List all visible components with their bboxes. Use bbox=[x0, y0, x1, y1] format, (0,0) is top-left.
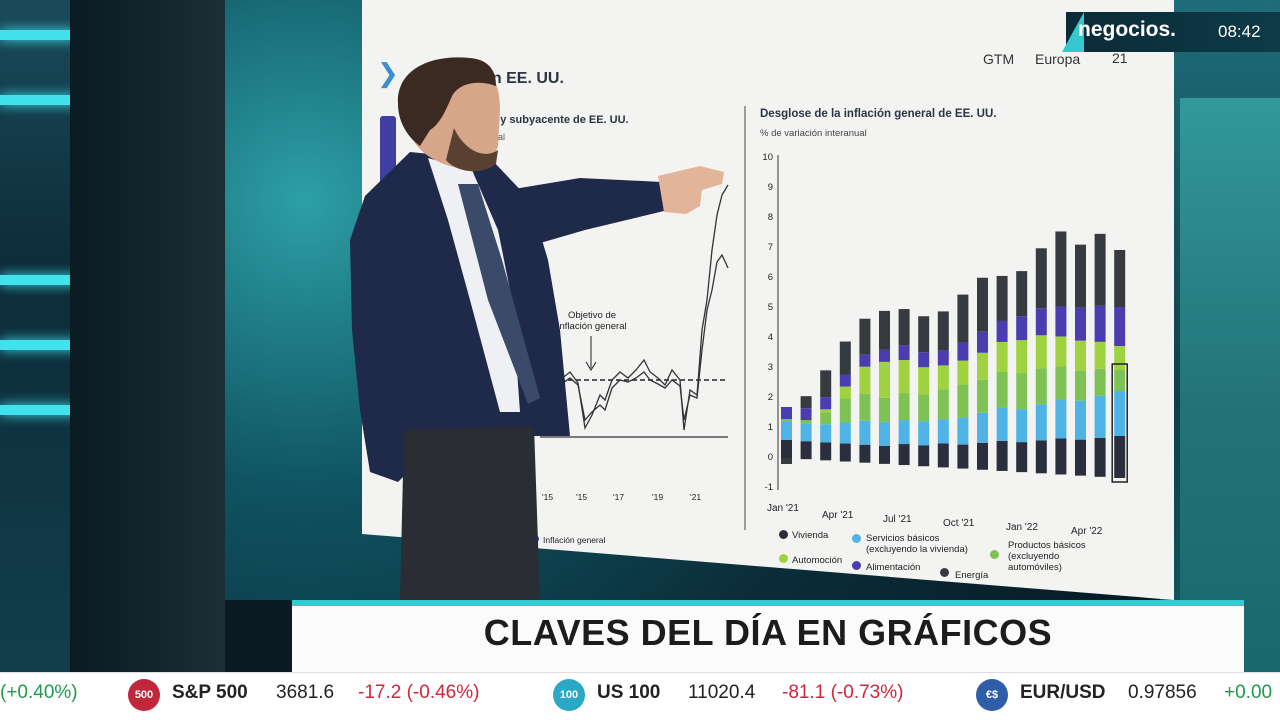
chart-title: Desglose de la inflación general de EE. … bbox=[760, 108, 997, 120]
us100-badge-icon: 100 bbox=[553, 679, 585, 711]
legend-productos-basicos: Productos básicos (excluyendo automóvile… bbox=[1008, 540, 1086, 573]
sp500-badge-icon: 500 bbox=[128, 679, 160, 711]
neon-light bbox=[0, 340, 80, 350]
legend-automocion: Automoción bbox=[792, 555, 843, 566]
legend-swatch-energia bbox=[940, 568, 949, 577]
y-tick: 1 bbox=[767, 422, 773, 433]
y-tick: 0 bbox=[767, 452, 773, 463]
left-chart-subtitle: al y subyacente de EE. UU. bbox=[488, 114, 629, 126]
y-tick: 9 bbox=[767, 182, 773, 193]
neon-light bbox=[0, 30, 80, 40]
legend-inflacion-general: Inflación general bbox=[543, 535, 606, 545]
clock: 08:42 bbox=[1218, 22, 1261, 41]
legend-servicios-basicos: Servicios básicos (excluyendo la viviend… bbox=[866, 533, 968, 555]
ticker-label: EUR/USD bbox=[1020, 682, 1106, 703]
x-tick: Jul '21 bbox=[883, 514, 912, 525]
left-x-tick: '21 bbox=[690, 492, 702, 502]
legend-swatch-vivienda bbox=[779, 530, 788, 539]
slide-nav-europa: Europa bbox=[1035, 51, 1081, 67]
y-tick: -1 bbox=[764, 482, 773, 493]
left-x-tick: '19 bbox=[652, 492, 664, 502]
ticker-change: (+0.40%) bbox=[0, 682, 78, 703]
legend-swatch-alimentacion bbox=[852, 561, 861, 570]
legend-vivienda: Vivienda bbox=[792, 530, 829, 541]
y-tick: 2 bbox=[767, 392, 773, 403]
market-ticker bbox=[0, 672, 1280, 720]
studio-right-panel bbox=[1180, 98, 1280, 672]
legend-swatch-servicios bbox=[852, 534, 861, 543]
neon-light bbox=[0, 95, 80, 105]
eurusd-flag-icon: €$ bbox=[976, 679, 1008, 711]
y-tick: 4 bbox=[767, 332, 773, 343]
ticker-value: 11020.4 bbox=[688, 682, 756, 703]
slide-page-number: 21 bbox=[1112, 50, 1128, 66]
chart-ylabel: % de variación interanual bbox=[760, 128, 867, 139]
ticker-change: -17.2 (-0.46%) bbox=[358, 682, 480, 703]
left-x-tick: '15 bbox=[576, 492, 588, 502]
legend-swatch-productos bbox=[990, 550, 999, 559]
y-tick: 8 bbox=[767, 212, 773, 223]
slide-side-tab bbox=[380, 116, 396, 190]
legend-swatch-automocion bbox=[779, 554, 788, 563]
channel-logo: negocios. bbox=[1078, 18, 1177, 41]
left-chart-subtitle-2: nual bbox=[488, 132, 506, 142]
y-tick: 7 bbox=[767, 242, 773, 253]
ticker-change: -81.1 (-0.73%) bbox=[782, 682, 904, 703]
y-tick: 10 bbox=[762, 152, 773, 163]
ticker-value: 3681.6 bbox=[276, 682, 335, 703]
legend-alimentacion: Alimentación bbox=[866, 562, 921, 573]
studio-pillar bbox=[70, 0, 225, 672]
y-tick: 6 bbox=[767, 272, 773, 283]
left-x-tick: '15 bbox=[542, 492, 554, 502]
x-tick: Jan '21 bbox=[767, 503, 799, 514]
chevron-right-icon: ❯ bbox=[377, 58, 399, 88]
x-tick: Jan '22 bbox=[1006, 522, 1038, 533]
neon-light bbox=[0, 275, 80, 285]
lower-third bbox=[292, 606, 1244, 672]
x-tick: Oct '21 bbox=[943, 518, 975, 529]
left-x-tick: '17 bbox=[613, 492, 625, 502]
studio-left-wall bbox=[0, 0, 80, 672]
target-annotation: Objetivo de inflación general bbox=[557, 310, 627, 332]
y-tick: 3 bbox=[767, 362, 773, 373]
lower-third-title: CLAVES DEL DÍA EN GRÁFICOS bbox=[483, 612, 1053, 653]
legend-energia: Energía bbox=[955, 570, 989, 581]
channel-logo-box bbox=[1066, 12, 1280, 52]
ticker-value: 0.97856 bbox=[1128, 682, 1197, 703]
legend-swatch-inflacion bbox=[531, 535, 539, 543]
ticker-label: S&P 500 bbox=[172, 682, 248, 703]
x-tick: Apr '21 bbox=[822, 510, 854, 521]
y-tick: 5 bbox=[767, 302, 773, 313]
neon-light bbox=[0, 405, 80, 415]
lower-third-accent bbox=[292, 600, 1244, 606]
ticker-change: +0.00 bbox=[1224, 682, 1273, 703]
slide-nav-gtm: GTM bbox=[983, 51, 1015, 67]
slide-title: en EE. UU. bbox=[483, 70, 564, 87]
x-tick: Apr '22 bbox=[1071, 526, 1103, 537]
ticker-label: US 100 bbox=[597, 682, 661, 703]
